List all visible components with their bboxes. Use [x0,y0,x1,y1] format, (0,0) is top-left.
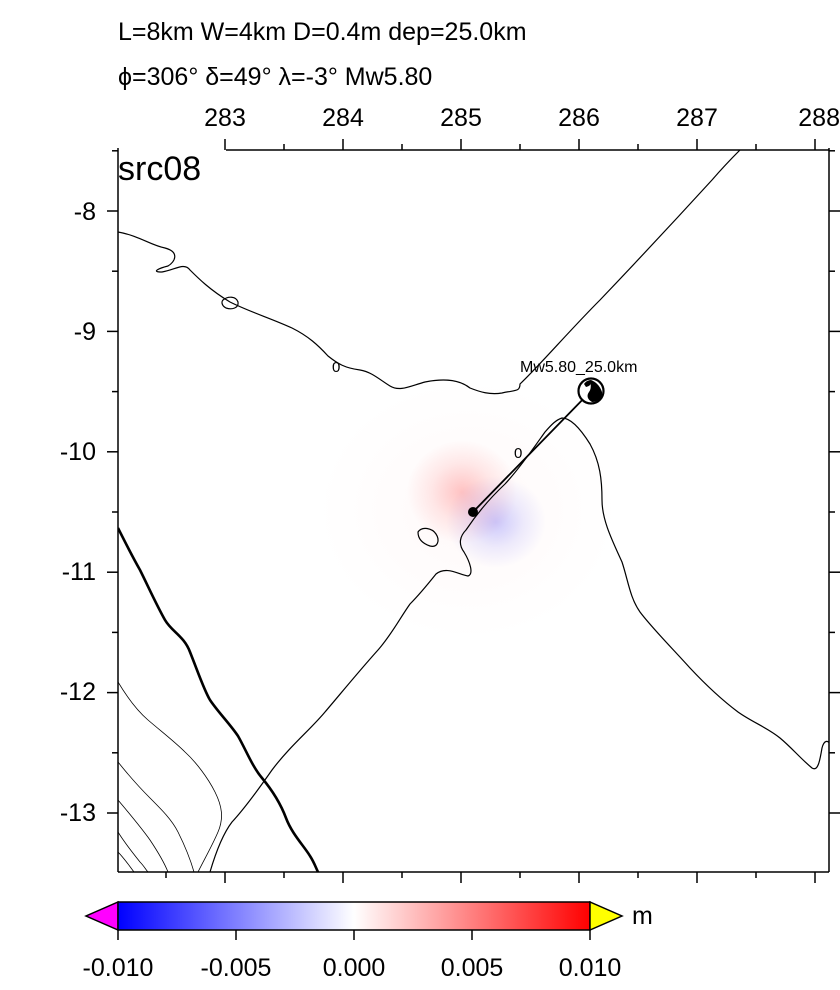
colorbar-gradient [117,901,591,931]
contour-line-inner [118,761,195,872]
contour-line-inner [118,831,149,872]
colorbar-tick-label: 0.000 [323,954,386,982]
panel-label: src08 [118,150,201,188]
lat-tick-label: -11 [62,558,96,586]
colorbar-unit: m [632,902,653,930]
colorbar-tick-label: -0.010 [83,954,154,982]
rupture-offset-line [472,390,592,513]
coastline-contour-south [209,417,829,872]
map-area: 0 0 Mw5.80_25.0km [118,150,829,872]
map-title-fault-parameters: L=8km W=4km D=0.4m dep=25.0km [118,18,527,46]
contour-label-zero-center: 0 [514,445,522,462]
colorbar-under-triangle [84,900,119,932]
lon-tick-label: 287 [676,104,718,132]
colorbar-tick-label: -0.005 [201,954,272,982]
lat-tick-label: -8 [74,198,96,226]
lat-tick-label: -9 [74,318,96,346]
colorbar-tick-label: 0.010 [559,954,622,982]
contour-line-inner [118,681,222,872]
contour-line-inner [118,851,135,872]
coastline-contour-north [118,150,741,395]
lat-tick-label: -13 [60,799,96,827]
epicenter-marker [468,507,478,517]
axis-ticks [107,139,840,883]
colorbar-over-triangle [589,900,624,932]
lon-tick-label: 283 [204,104,246,132]
contour-label-zero-north: 0 [332,359,340,376]
color-bar: m -0.010 -0.005 0.000 0.005 0.010 [83,900,653,982]
lon-tick-label: 285 [440,104,482,132]
subsidence-lobe [446,476,546,568]
trench-line [118,527,320,872]
lon-tick-label: 284 [322,104,364,132]
focal-mechanism-beachball [577,377,605,405]
lat-tick-label: -12 [60,678,96,706]
small-island-contour [417,527,439,547]
map-title-focal-parameters: ϕ=306° δ=49° λ=-3° Mw5.80 [118,63,433,91]
lat-tick-label: -10 [60,438,96,466]
colorbar-tick-label: 0.005 [441,954,504,982]
island-contour [221,296,239,310]
lon-tick-label: 286 [558,104,600,132]
mechanism-label: Mw5.80_25.0km [520,359,637,376]
contour-line-inner [118,799,169,872]
lon-tick-label: 288 [798,104,840,132]
